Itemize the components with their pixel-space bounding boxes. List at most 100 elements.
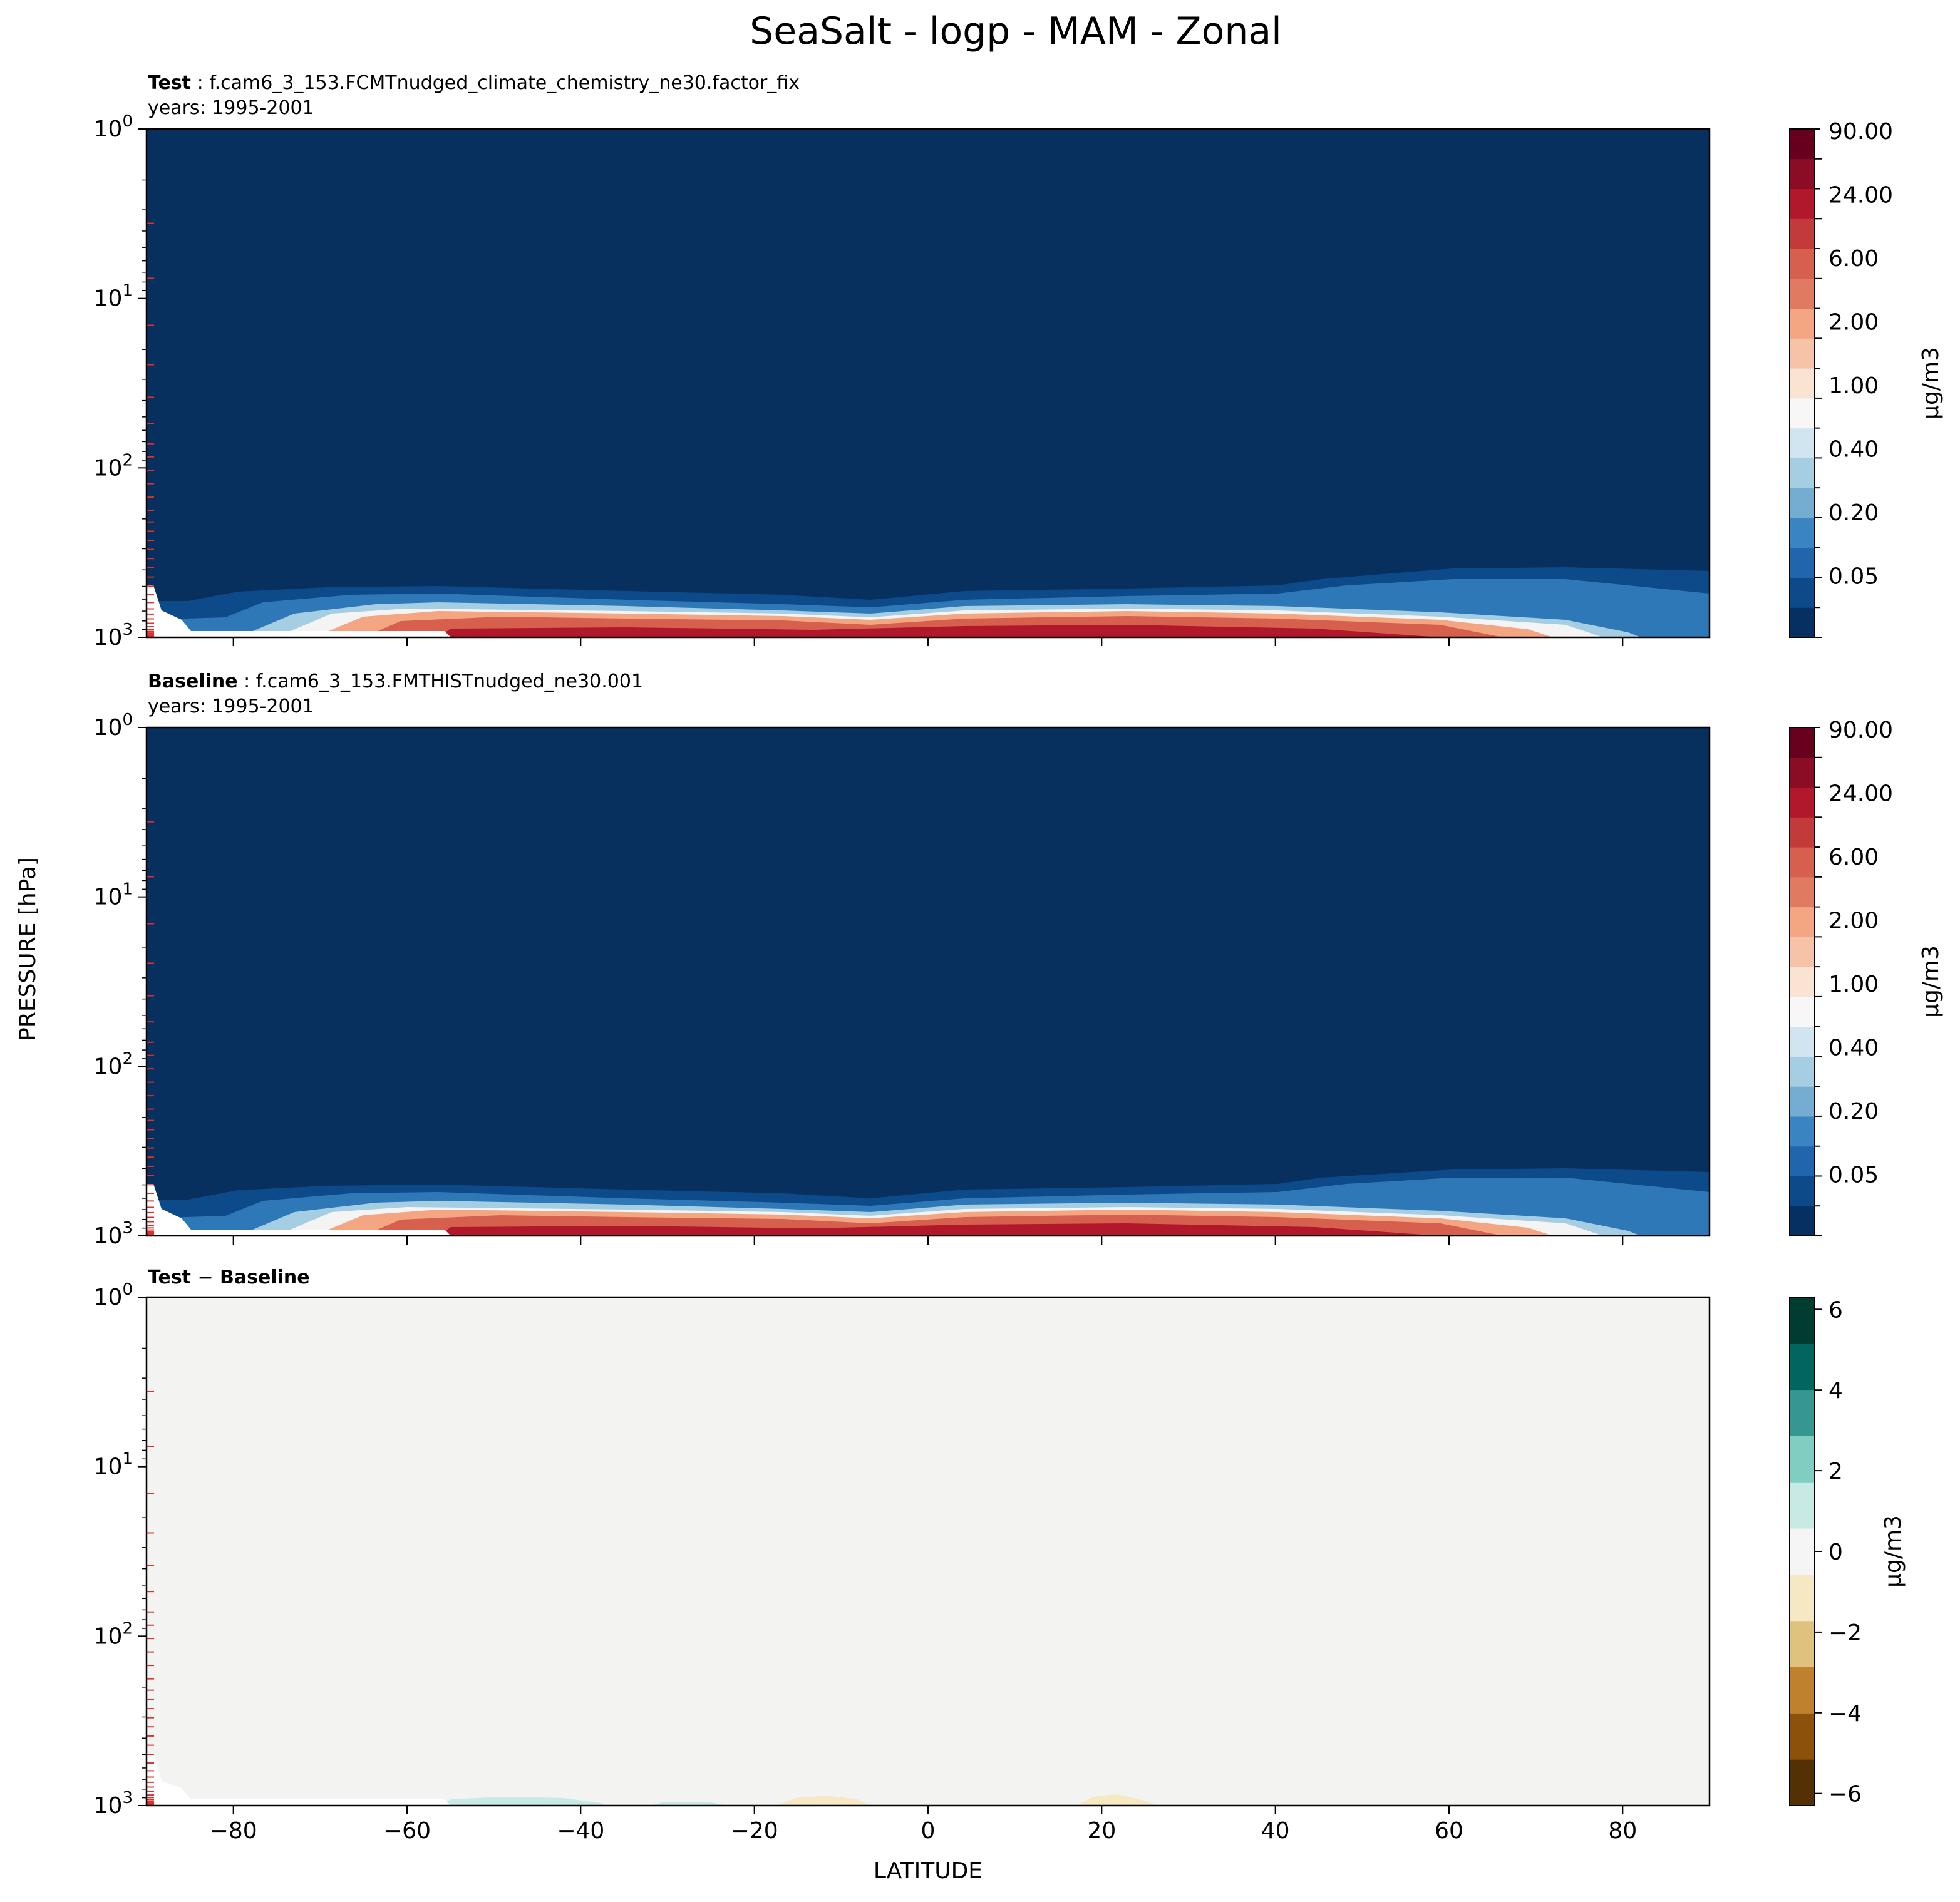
colorbar-swatch [1790,607,1815,638]
panel-difference-colorbar: 6 4 2 0 −2 −4 −6 μg/m3 [1789,1297,1906,1807]
y-tick-label: 100 [94,711,133,741]
colorbar-swatch [1790,218,1815,249]
panel-difference-field [147,1297,1710,1806]
colorbar-swatch [1790,1620,1815,1668]
colorbar-swatch [1790,996,1815,1027]
y-tick-label: 103 [94,1789,133,1819]
colorbar-swatch [1790,1482,1815,1529]
colorbar-swatch [1790,1146,1815,1176]
missing-terrain [147,1753,451,1806]
panel-baseline-years: years: 1995-2001 [148,696,314,717]
colorbar-swatch [1790,278,1815,309]
y-tick-label: 102 [94,451,133,481]
colorbar-swatch [1790,1297,1815,1344]
panel-test-years: years: 1995-2001 [148,97,314,119]
colorbar-swatch [1790,1116,1815,1147]
colorbar-swatch [1790,158,1815,190]
colorbar-swatch [1790,577,1815,608]
colorbar-tick-label: 90.00 [1828,717,1893,743]
colorbar-swatch [1790,847,1815,878]
contour-dark-red [438,1223,1440,1236]
colorbar-tick-label: −6 [1828,1782,1862,1807]
missing-terrain [147,1184,451,1236]
colorbar-swatch [1790,1206,1815,1236]
panel-test-header: Test : f.cam6_3_153.FCMTnudged_climate_c… [148,72,800,94]
colorbar-tick-label: 24.00 [1828,183,1893,208]
panel-baseline-bold: Baseline [148,671,238,692]
x-tick-label: −80 [210,1818,257,1844]
colorbar-swatch [1790,398,1815,429]
colorbar-swatch [1790,249,1815,279]
panel-baseline-level-ticks [147,821,154,1236]
colorbar-swatch [1790,1528,1815,1575]
colorbar-tick-label: 6.00 [1828,845,1879,870]
panel-baseline-label: : f.cam6_3_153.FMTHISTnudged_ne30.001 [244,671,643,692]
colorbar-tick-label: 0.20 [1828,1099,1879,1124]
colorbar-tick-label: 0.40 [1828,437,1879,463]
x-tick-label: −60 [383,1818,431,1844]
panel-test-bold: Test [148,72,191,94]
y-tick-label: 103 [94,1219,133,1249]
x-tick-label: −20 [731,1818,778,1844]
colorbar-tick-label: 4 [1828,1378,1843,1404]
colorbar-swatch [1790,1343,1815,1391]
colorbar-swatch [1790,727,1815,758]
colorbar-swatch [1790,368,1815,399]
y-tick-label: 100 [94,1280,133,1310]
colorbar-swatch [1790,1759,1815,1806]
colorbar-unit-label: μg/m3 [1880,1515,1906,1588]
colorbar-swatch [1790,1176,1815,1206]
colorbar-tick-label: 0.40 [1828,1036,1879,1061]
colorbar-tick-label: 2.00 [1828,310,1879,336]
figure-title: SeaSalt - logp - MAM - Zonal [750,9,1282,53]
y-tick-label: 101 [94,1450,133,1480]
colorbar-tick-label: 2 [1828,1459,1843,1484]
colorbar-swatch [1790,428,1815,458]
colorbar-swatch [1790,308,1815,339]
colorbar-swatch [1790,1389,1815,1436]
panel-test-level-ticks [147,222,154,638]
panel-test-colorbar: 90.00 24.00 6.00 2.00 1.00 0.40 0.20 0.05 μg/m3 [1789,119,1944,638]
colorbar-swatch [1790,1667,1815,1714]
x-tick-label: 80 [1608,1818,1637,1844]
panel-baseline: Baseline : f.cam6_3_153.FMTHISTnudged_ne… [94,671,1944,1249]
x-tick-label: 20 [1087,1818,1116,1844]
colorbar-tick-label: 0.05 [1828,564,1879,590]
panel-test-field [147,129,1710,637]
colorbar-tick-label: 6 [1828,1297,1843,1323]
y-tick-label: 103 [94,620,133,650]
colorbar-tick-label: 1.00 [1828,373,1879,399]
colorbar-swatch [1790,338,1815,369]
colorbar-tick-label: 2.00 [1828,908,1879,934]
colorbar-tick-label: −4 [1828,1701,1862,1727]
colorbar-swatch [1790,787,1815,818]
y-tick-label: 101 [94,880,133,910]
colorbar-tick-label: 6.00 [1828,246,1879,272]
panel-baseline-field [147,727,1710,1236]
y-tick-label: 101 [94,282,133,312]
x-axis-label: LATITUDE [874,1858,983,1884]
colorbar-frame [1789,128,1815,638]
colorbar-swatch [1790,967,1815,997]
diff-positive-blob [651,1802,726,1806]
panel-baseline-axes: 100 101 102 103 [94,711,1624,1249]
panel-difference-header: Test − Baseline [148,1267,310,1288]
colorbar-swatch [1790,1056,1815,1087]
panel-difference-bold: Test − Baseline [148,1267,310,1288]
colorbar-swatch [1790,458,1815,488]
colorbar-tick-label: 0.20 [1828,500,1879,526]
colorbar-swatch [1790,1713,1815,1760]
panel-test: Test : f.cam6_3_153.FCMTnudged_climate_c… [94,72,1944,650]
colorbar-swatch [1790,1436,1815,1483]
panel-baseline-colorbar: 90.00 24.00 6.00 2.00 1.00 0.40 0.20 0.05 μg/m3 [1789,717,1944,1236]
colorbar-tick-label: 1.00 [1828,972,1879,997]
missing-terrain [147,585,451,637]
colorbar-swatch [1790,937,1815,967]
colorbar-swatch [1790,817,1815,848]
y-axis-label: PRESSURE [hPa] [15,857,41,1041]
colorbar-swatch [1790,907,1815,937]
diff-negative-blob [1077,1794,1158,1806]
colorbar-tick-label: 0 [1828,1540,1843,1565]
panel-baseline-header: Baseline : f.cam6_3_153.FMTHISTnudged_ne… [148,671,643,692]
